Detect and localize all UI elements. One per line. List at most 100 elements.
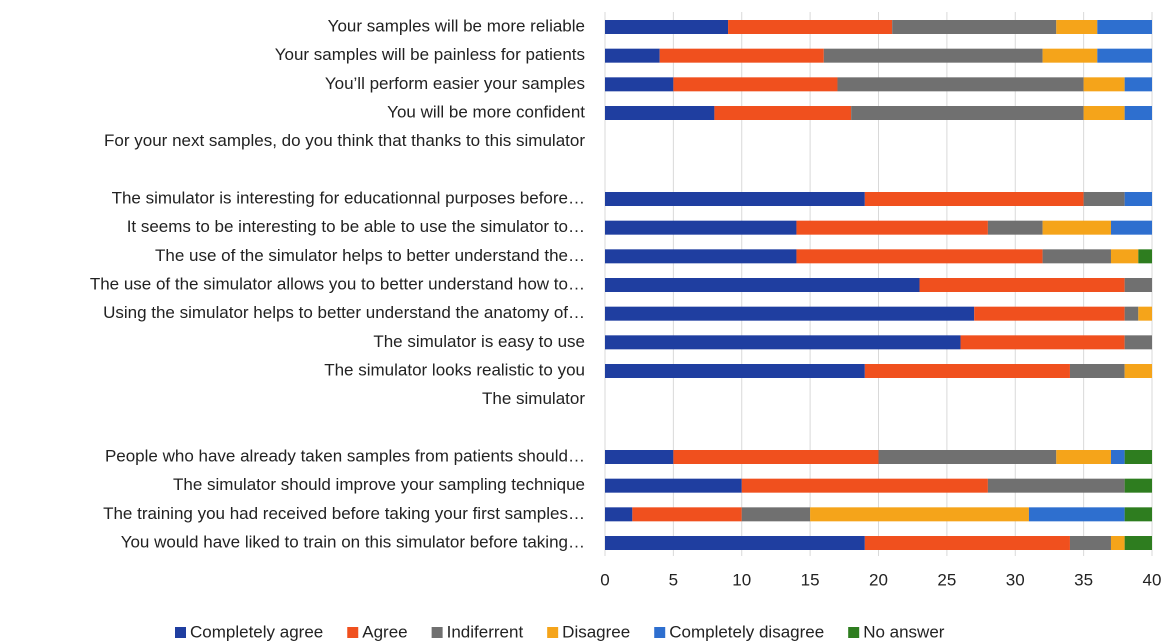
bar-segment [1138, 306, 1152, 321]
bar-segment [1110, 450, 1125, 464]
bar-segment [1083, 106, 1125, 120]
bar-segment [605, 306, 975, 321]
legend-swatch [431, 627, 443, 638]
y-tick-label: It seems to be interesting to be able to… [127, 217, 585, 236]
legend-label: Indiferrent [447, 622, 524, 641]
bar-segment [960, 335, 1125, 350]
bar-segment [864, 192, 1084, 206]
bar-segment [796, 249, 1043, 264]
bar-segment [1124, 364, 1152, 378]
x-tick-label: 0 [600, 570, 609, 589]
bar-segment [728, 20, 893, 34]
bar-segment [605, 106, 715, 120]
bar-segment [605, 192, 865, 206]
legend-label: Completely disagree [669, 622, 824, 641]
legend-swatch [175, 627, 186, 638]
legend-label: No answer [863, 622, 945, 641]
y-tick-label: The training you had received before tak… [103, 504, 585, 523]
y-tick-label: For your next samples, do you think that… [104, 131, 585, 150]
bar-segment [605, 335, 961, 350]
y-tick-label: The simulator [482, 389, 585, 408]
bar-segment [741, 507, 811, 522]
bar-segment [864, 364, 1070, 378]
x-tick-label: 30 [1006, 570, 1025, 589]
x-tick-label: 40 [1143, 570, 1162, 589]
y-tick-label: The use of the simulator allows you to b… [90, 274, 585, 293]
bar-segment [1124, 335, 1152, 350]
bar-segment [1083, 77, 1125, 92]
bar-segment [1124, 478, 1152, 493]
x-tick-label: 10 [732, 570, 751, 589]
bar-segment [987, 478, 1125, 493]
y-tick-label: You will be more confident [387, 102, 585, 121]
y-tick-label: You’ll perform easier your samples [325, 74, 585, 93]
bar-segment [1124, 192, 1152, 206]
bar-segment [1056, 20, 1098, 34]
bar-segment [605, 220, 797, 235]
bar-segment [1124, 106, 1152, 120]
legend-swatch [848, 627, 860, 638]
bar-segment [1124, 450, 1152, 464]
legend-swatch [547, 627, 559, 638]
bar-segment [1097, 48, 1152, 63]
x-tick-label: 35 [1074, 570, 1093, 589]
bar-segment [864, 536, 1070, 550]
bar-segment [1042, 220, 1111, 235]
bar-segment [823, 48, 1043, 63]
bar-segment [605, 77, 674, 92]
bar-segment [1097, 20, 1152, 34]
bar-segment [741, 478, 988, 493]
bar-segment [1124, 536, 1152, 550]
bar-segment [1069, 364, 1125, 378]
bar-segment [892, 20, 1057, 34]
bar-segment [714, 106, 852, 120]
bar-segment [673, 450, 879, 464]
y-tick-label: The simulator looks realistic to you [324, 360, 585, 379]
bar-segment [632, 507, 742, 522]
bar-segment [837, 77, 1084, 92]
bar-segment [1124, 306, 1139, 321]
bar-segment [605, 278, 920, 292]
bar-segment [1124, 77, 1152, 92]
bar-segment [1124, 507, 1152, 522]
bar-segment [605, 249, 797, 264]
bar-segment [987, 220, 1043, 235]
bar-segment [919, 278, 1125, 292]
y-tick-label: The simulator should improve your sampli… [173, 475, 585, 494]
bar-segment [673, 77, 838, 92]
legend-label: Disagree [562, 622, 630, 641]
bar-segment [605, 450, 674, 464]
x-tick-label: 20 [869, 570, 888, 589]
bar-segment [810, 507, 1029, 522]
bar-segment [605, 507, 633, 522]
x-tick-label: 25 [937, 570, 956, 589]
bar-segment [1110, 249, 1139, 264]
bar-segment [851, 106, 1084, 120]
legend-label: Completely agree [190, 622, 323, 641]
legend-swatch [347, 627, 359, 638]
y-tick-label: The simulator is interesting for educati… [112, 188, 585, 207]
bar-segment [605, 536, 865, 550]
bar-segment [974, 306, 1125, 321]
bar-segment [1056, 450, 1111, 464]
x-tick-label: 15 [801, 570, 820, 589]
bar-segment [605, 20, 729, 34]
legend-label: Agree [362, 622, 407, 641]
bar-segment [1028, 507, 1125, 522]
bar-segment [1110, 536, 1125, 550]
bar-segment [605, 48, 660, 63]
x-tick-label: 5 [669, 570, 678, 589]
bar-segment [1042, 48, 1098, 63]
y-tick-label: Your samples will be more reliable [328, 16, 585, 35]
bar-segment [1138, 249, 1152, 264]
bar-segment [878, 450, 1057, 464]
bar-segment [659, 48, 824, 63]
bar-segment [1069, 536, 1111, 550]
bar-segment [1083, 192, 1125, 206]
bar-segment [605, 478, 742, 493]
y-tick-label: Using the simulator helps to better unde… [103, 303, 585, 322]
bar-segment [605, 364, 865, 378]
bar-segment [1110, 220, 1152, 235]
y-tick-label: You would have liked to train on this si… [121, 532, 585, 551]
bar-segment [1042, 249, 1111, 264]
